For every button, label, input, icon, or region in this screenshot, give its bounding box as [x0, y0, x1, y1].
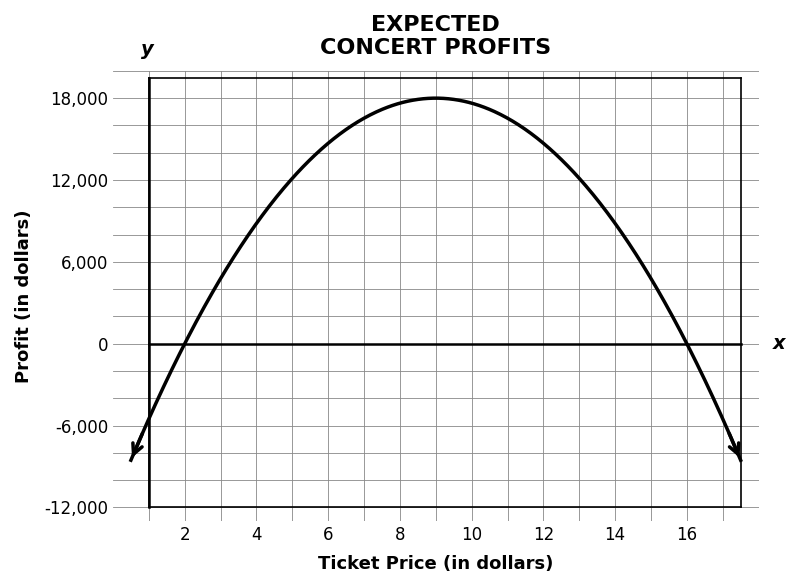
- Title: EXPECTED
CONCERT PROFITS: EXPECTED CONCERT PROFITS: [320, 15, 551, 58]
- Text: x: x: [773, 334, 786, 353]
- Text: y: y: [141, 39, 154, 59]
- Y-axis label: Profit (in dollars): Profit (in dollars): [15, 209, 33, 383]
- X-axis label: Ticket Price (in dollars): Ticket Price (in dollars): [318, 555, 554, 573]
